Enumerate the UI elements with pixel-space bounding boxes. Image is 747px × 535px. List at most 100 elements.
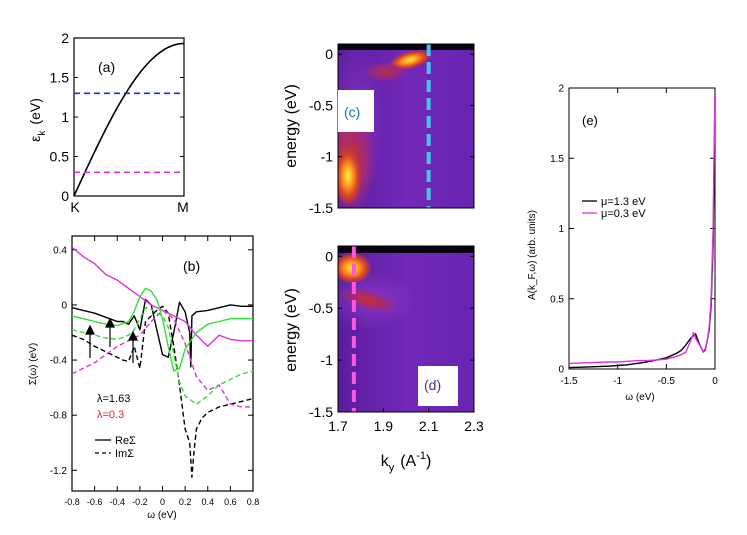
panel-e-ticks: 0 0.5 1 1.5 2 -1.5 -1 -0.5 0 — [550, 84, 718, 388]
panel-d-xlabel: ky (A-1) — [381, 450, 432, 474]
panel-d-ytick-label: -1 — [321, 352, 334, 368]
panel-a-ylabel-main: ε — [27, 136, 43, 142]
panel-b-ytick-label: 0.4 — [53, 245, 67, 256]
panel-c-hot-region — [338, 146, 362, 206]
panel-a-xtick-k: K — [70, 199, 80, 215]
panel-b-xtick-label: -0.4 — [109, 497, 125, 507]
legend-mu13-label: μ=1.3 eV — [601, 196, 646, 208]
panel-b-ytick-label: -1.2 — [50, 466, 68, 477]
panel-c-label-box — [338, 90, 374, 132]
panel-b-xtick-label: -0.8 — [64, 497, 80, 507]
panel-b-ylabel: Σ(ω) (eV) — [28, 343, 39, 385]
panel-c-ytick-label: -0.5 — [309, 97, 333, 113]
spectral-function-curve — [569, 94, 715, 369]
panel-c-y-ticks: 0 -0.5 -1 -1.5 — [309, 46, 474, 216]
self-energy-curve — [72, 287, 253, 372]
panel-b-xtick-label: 0.4 — [201, 497, 214, 507]
spectral-function-curve — [569, 94, 715, 365]
panel-d-top-edge — [338, 246, 474, 253]
panel-a-ytick-label: 0.5 — [50, 148, 70, 164]
panel-b-ticks: 0.4 0 -0.4 -0.8 -1.2 -0.8 -0.6 -0.4 -0.2 0 0.2 0.4 0… — [50, 236, 259, 507]
dispersion-curve — [74, 42, 184, 196]
panel-b: 0.4 0 -0.4 -0.8 -1.2 -0.8 -0.6 -0.4 -0.2 0 0.2 0.4 0… — [28, 235, 259, 521]
panel-b-series — [72, 246, 253, 478]
panel-d-ytick-label: 0 — [325, 248, 333, 264]
self-energy-curve — [72, 298, 253, 368]
panel-d-ticks: 0 -0.5 -1 -1.51.7 1.9 2.1 2.3 — [309, 246, 484, 434]
panel-b-ytick-label: -0.4 — [50, 356, 68, 367]
panel-e-ytick-label: 1 — [558, 224, 564, 235]
panel-e-ytick-label: 2 — [558, 84, 564, 95]
panel-d-xlabel-unit: (A — [400, 453, 416, 470]
panel-c-band-mid — [363, 62, 407, 82]
panel-b-xtick-label: 0.6 — [224, 497, 237, 507]
panel-d-xtick-label: 2.1 — [419, 418, 439, 434]
panel-b-xlabel: ω (eV) — [147, 510, 176, 521]
panel-d-xtick-label: 1.7 — [328, 418, 348, 434]
panel-d-label: (d) — [424, 377, 441, 393]
panel-b-arrows — [85, 317, 138, 363]
annotation-lambda-1: λ=1.63 — [97, 393, 130, 405]
panel-a-ytick-label: 1 — [61, 109, 69, 125]
panel-a-label: (a) — [98, 59, 115, 75]
panel-d-ytick-label: -0.5 — [309, 300, 333, 316]
panel-e-xlabel: ω (eV) — [625, 392, 654, 403]
panel-a-ytick-label: 2 — [61, 30, 69, 46]
panel-b-label: (b) — [183, 258, 200, 274]
panel-b-xtick-label: 0.8 — [247, 497, 260, 507]
panel-d-xlabel-exp: -1 — [416, 450, 426, 462]
panel-e-ytick-label: 0 — [558, 365, 564, 376]
panel-c-ytick-label: -1.5 — [309, 200, 333, 216]
panel-b-ytick-label: -0.8 — [50, 411, 68, 422]
panel-e-xtick-label: -1.5 — [560, 376, 578, 387]
panel-d-xtick-label: 1.9 — [374, 418, 394, 434]
self-energy-curve — [72, 307, 253, 405]
legend-re-label: ReΣ — [115, 435, 136, 447]
panel-c-ylabel: energy (eV) — [283, 84, 300, 168]
self-energy-curve — [72, 309, 253, 408]
panel-e-series — [569, 94, 715, 369]
arrow-3-head — [128, 330, 138, 341]
panel-d-xlabel-sub: y — [389, 462, 395, 474]
panel-e-xtick-label: 0 — [712, 376, 718, 387]
panel-a-ylabel-unit: (eV) — [27, 98, 43, 124]
panel-b-xtick-label: -0.2 — [132, 497, 148, 507]
panel-a: 0 0.5 1 1.5 2 (a) K M εk (eV) — [27, 30, 189, 215]
panel-d-ytick-label: -1.5 — [309, 404, 333, 420]
panel-c-label: (c) — [344, 104, 360, 120]
annotation-lambda-2: λ=0.3 — [97, 409, 124, 421]
panel-e-xtick-label: -0.5 — [658, 376, 676, 387]
panel-e-ytick-label: 0.5 — [550, 294, 564, 305]
panel-d-xlabel-main: k — [381, 453, 390, 470]
panel-b-ytick-label: 0 — [61, 300, 67, 311]
panel-d-xlabel-close: ) — [426, 453, 431, 470]
panel-b-frame — [71, 235, 254, 492]
panel-d-label-box — [418, 366, 458, 406]
panel-d-frame — [337, 245, 475, 413]
panel-a-y-ticks: 0 0.5 1 1.5 2 — [50, 30, 184, 204]
legend-im-label: ImΣ — [115, 448, 134, 460]
panel-b-xtick-label: -0.6 — [87, 497, 103, 507]
panel-d-xtick-label: 2.3 — [464, 418, 484, 434]
self-energy-curve — [72, 246, 253, 347]
panel-b-xtick-label: 0 — [160, 497, 165, 507]
panel-e-frame — [568, 87, 716, 370]
panel-d: 0-0.5-1-1.51.7 1.9 2.1 2.3 (d) energy (eV) … — [283, 245, 484, 474]
panel-e-xtick-label: -1 — [613, 376, 622, 387]
panel-d-ylabel: energy (eV) — [283, 288, 300, 372]
panel-a-ytick-label: 1.5 — [50, 69, 70, 85]
panel-e: 0 0.5 1 1.5 2 -1.5 -1 -0.5 0 (e) μ=1.3 eV μ=0.3 … — [527, 84, 718, 404]
panel-e-ytick-label: 1.5 — [550, 154, 564, 165]
self-energy-curve — [72, 305, 253, 478]
panel-c: 0 -0.5 -1 -1.5 (c) energy (eV) — [283, 43, 475, 216]
panel-a-ytick-label: 0 — [61, 188, 69, 204]
panel-c-top-edge — [338, 44, 474, 50]
panel-e-ylabel: A(k_F,ω) (arb. units) — [527, 210, 538, 300]
legend-mu03-label: μ=0.3 eV — [601, 208, 646, 220]
panel-b-xtick-label: 0.2 — [179, 497, 192, 507]
panel-a-series — [74, 42, 184, 196]
panel-a-ylabel-sub: k — [37, 130, 48, 136]
panel-c-ytick-label: 0 — [325, 46, 333, 62]
